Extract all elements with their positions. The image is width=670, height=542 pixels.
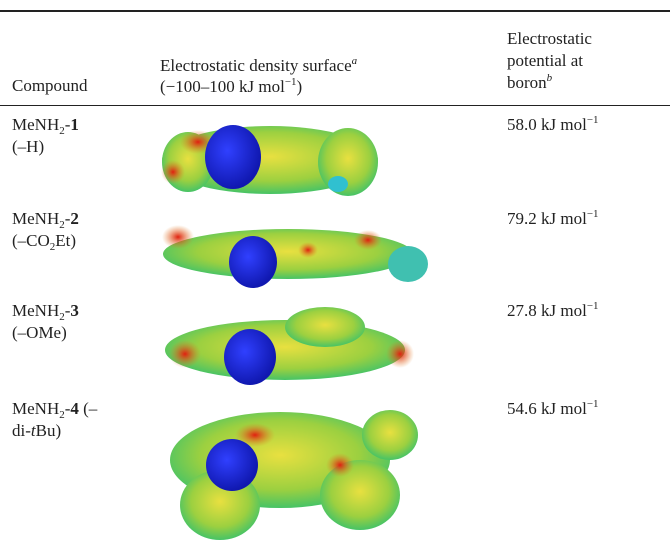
exponent: −1 [285,76,297,88]
surface-image [158,212,433,297]
header-potential: boronb [507,72,552,93]
compound-name: MeNH2-3 [12,300,79,321]
header-potential: Electrostatic [507,28,592,49]
potential-unit: kJ mol [541,209,587,228]
top-rule [0,10,670,12]
text-segment: MeNH [12,115,59,134]
footnote-mark: b [547,72,553,84]
potential-unit: kJ mol [541,301,587,320]
text-segment: MeNH [12,399,59,418]
compound-name: MeNH2-1 [12,114,79,135]
text-segment: di- [12,421,31,440]
text-segment: Et) [55,231,76,250]
potential-value: 27.8 [507,301,537,320]
surface-image [160,302,415,397]
substituent: (–OMe) [12,322,67,343]
header-text: (−100–100 kJ mol [160,77,285,96]
potential-cell: 79.2 kJ mol−1 [507,208,599,229]
surface-image [160,395,420,542]
text-segment: 3 [70,301,79,320]
text-segment: 4 [70,399,79,418]
potential-value: 58.0 [507,115,537,134]
potential-cell: 58.0 kJ mol−1 [507,114,599,135]
footnote-mark: a [352,55,358,67]
compound-name: MeNH2-4 (– [12,398,97,419]
text-segment: (– [79,399,97,418]
header-text: Electrostatic density surface [160,56,352,75]
header-text: ) [297,77,303,96]
substituent: (–H) [12,136,44,157]
potential-cell: 27.8 kJ mol−1 [507,300,599,321]
surface-image [158,112,383,207]
text-segment: Bu) [36,421,62,440]
exponent: −1 [587,300,599,312]
text-segment: (–CO [12,231,50,250]
text-segment: (–OMe) [12,323,67,342]
header-potential: potential at [507,50,583,71]
potential-unit: kJ mol [541,399,587,418]
potential-value: 54.6 [507,399,537,418]
text-segment: MeNH [12,301,59,320]
page: Compound Electrostatic density surfacea … [0,0,670,542]
header-compound: Compound [12,75,88,96]
compound-name: MeNH2-2 [12,208,79,229]
substituent: (–CO2Et) [12,230,76,251]
exponent: −1 [587,114,599,126]
substituent: di-tBu) [12,420,61,441]
text-segment: MeNH [12,209,59,228]
text-segment: 1 [70,115,79,134]
exponent: −1 [587,398,599,410]
header-surface-range: (−100–100 kJ mol−1) [160,76,302,97]
potential-cell: 54.6 kJ mol−1 [507,398,599,419]
potential-unit: kJ mol [541,115,587,134]
header-rule [0,105,670,106]
potential-value: 79.2 [507,209,537,228]
text-segment: 2 [70,209,79,228]
header-text: boron [507,73,547,92]
exponent: −1 [587,208,599,220]
header-surface: Electrostatic density surfacea [160,55,357,76]
text-segment: (–H) [12,137,44,156]
